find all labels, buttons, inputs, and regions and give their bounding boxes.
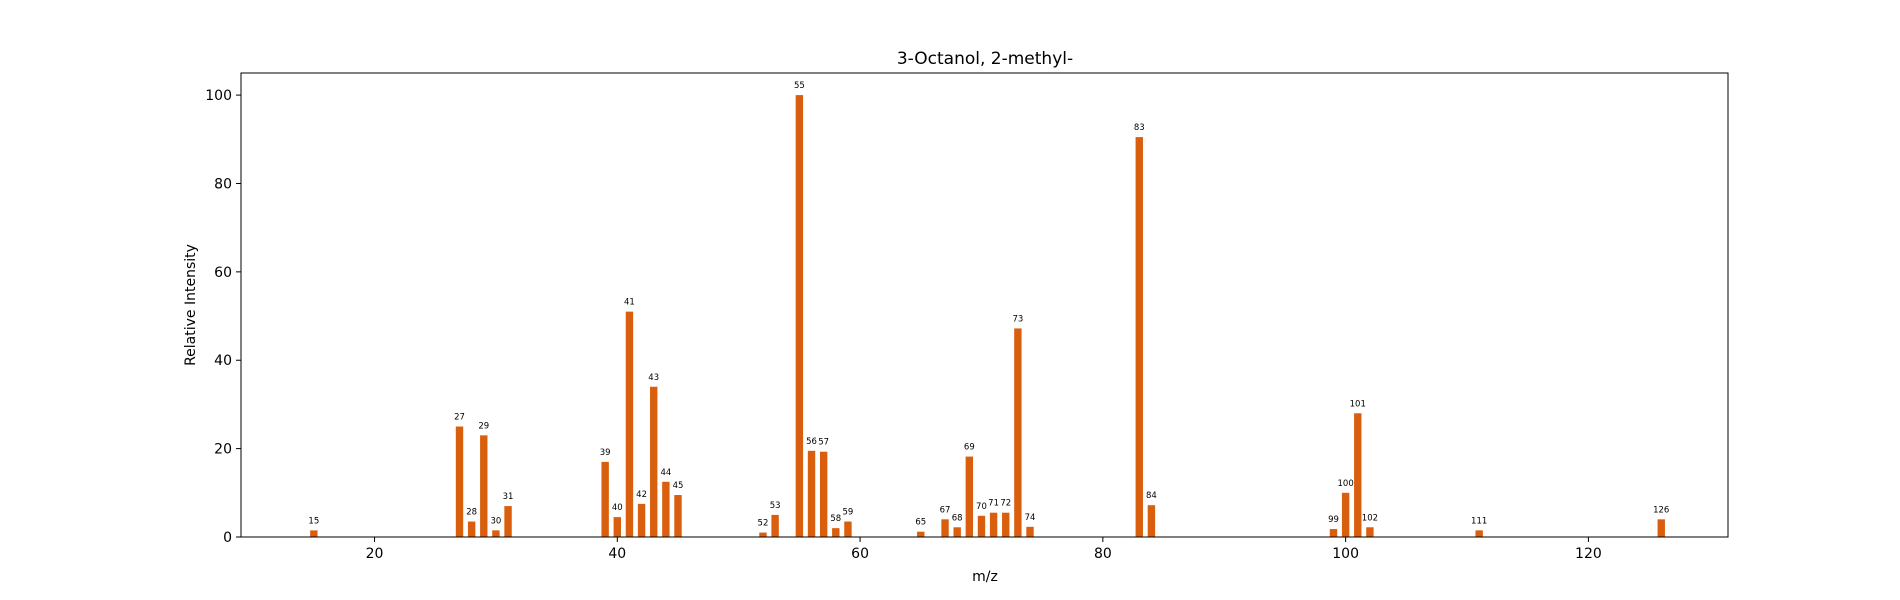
bar-label-mz-72: 72 bbox=[1000, 499, 1011, 509]
y-tick-label-40: 40 bbox=[214, 353, 232, 369]
bar-label-mz-15: 15 bbox=[308, 516, 319, 526]
bar-label-mz-111: 111 bbox=[1471, 516, 1487, 526]
bar-mz-57 bbox=[819, 451, 828, 537]
bar-mz-53 bbox=[771, 514, 779, 537]
bar-mz-71 bbox=[989, 512, 998, 537]
y-axis-label: Relative Intensity bbox=[183, 244, 199, 366]
y-tick-label-20: 20 bbox=[214, 442, 232, 458]
bar-mz-84 bbox=[1147, 505, 1156, 537]
bar-mz-31 bbox=[504, 506, 512, 537]
bar-label-mz-53: 53 bbox=[770, 501, 781, 511]
bar-mz-126 bbox=[1657, 519, 1665, 537]
bar-label-mz-45: 45 bbox=[673, 481, 684, 491]
bar-label-mz-73: 73 bbox=[1012, 314, 1023, 324]
x-tick-label-20: 20 bbox=[366, 546, 384, 562]
bar-label-mz-55: 55 bbox=[794, 81, 805, 91]
bar-label-mz-74: 74 bbox=[1025, 513, 1036, 523]
bar-mz-99 bbox=[1329, 529, 1338, 537]
bar-label-mz-67: 67 bbox=[940, 505, 951, 515]
bar-mz-67 bbox=[941, 519, 949, 537]
bar-label-mz-65: 65 bbox=[915, 518, 926, 528]
x-tick-label-60: 60 bbox=[851, 546, 869, 562]
x-axis-label: m/z bbox=[972, 569, 998, 585]
bar-label-mz-58: 58 bbox=[830, 514, 841, 524]
bar-mz-101 bbox=[1354, 413, 1362, 537]
bar-mz-56 bbox=[807, 450, 816, 537]
bar-mz-43 bbox=[650, 386, 658, 537]
x-axis-ticks: 20 40 60 80 100 120 bbox=[366, 537, 1602, 562]
bar-mz-70 bbox=[977, 515, 986, 537]
bar-label-mz-69: 69 bbox=[964, 443, 975, 453]
bar-label-mz-31: 31 bbox=[503, 492, 514, 502]
chart-title: 3-Octanol, 2-methyl- bbox=[897, 49, 1073, 69]
bar-label-mz-28: 28 bbox=[466, 508, 477, 518]
bar-label-mz-39: 39 bbox=[600, 448, 611, 458]
bar-label-mz-59: 59 bbox=[843, 508, 854, 518]
bar-label-mz-30: 30 bbox=[490, 516, 501, 526]
bar-mz-29 bbox=[480, 435, 488, 537]
y-tick-label-0: 0 bbox=[223, 530, 232, 546]
bar-mz-45 bbox=[674, 495, 682, 537]
bar-label-mz-41: 41 bbox=[624, 298, 635, 308]
bar-label-mz-70: 70 bbox=[976, 502, 987, 512]
bar-label-mz-100: 100 bbox=[1338, 479, 1354, 489]
bar-mz-15 bbox=[310, 530, 318, 537]
x-tick-label-40: 40 bbox=[608, 546, 626, 562]
bar-label-mz-56: 56 bbox=[806, 437, 817, 447]
bar-mz-28 bbox=[467, 521, 476, 537]
bar-mz-40 bbox=[613, 517, 621, 537]
x-tick-label-100: 100 bbox=[1332, 546, 1359, 562]
bar-mz-44 bbox=[662, 481, 670, 537]
bar-label-mz-52: 52 bbox=[758, 519, 769, 529]
bar-mz-72 bbox=[1002, 512, 1010, 537]
y-tick-label-80: 80 bbox=[214, 176, 232, 192]
bar-mz-58 bbox=[832, 528, 840, 537]
bar-mz-42 bbox=[637, 503, 646, 537]
bar-label-mz-99: 99 bbox=[1328, 515, 1339, 525]
bar-mz-55 bbox=[795, 95, 804, 537]
bar-mz-30 bbox=[492, 530, 500, 537]
bar-mz-52 bbox=[759, 532, 767, 537]
bar-label-mz-126: 126 bbox=[1653, 505, 1669, 515]
bar-mz-68 bbox=[953, 527, 961, 537]
y-tick-label-100: 100 bbox=[205, 88, 232, 104]
bar-label-mz-71: 71 bbox=[988, 499, 999, 509]
bars-group bbox=[310, 95, 1665, 537]
bar-label-mz-27: 27 bbox=[454, 413, 465, 423]
y-axis-ticks: 0 20 40 60 80 100 bbox=[205, 88, 241, 546]
bar-label-mz-42: 42 bbox=[636, 490, 647, 500]
bar-label-mz-43: 43 bbox=[648, 373, 659, 383]
bar-mz-27 bbox=[455, 426, 464, 537]
bar-label-mz-29: 29 bbox=[478, 421, 489, 431]
bar-mz-111 bbox=[1475, 530, 1483, 537]
bar-mz-74 bbox=[1026, 526, 1034, 537]
bar-label-mz-101: 101 bbox=[1350, 399, 1366, 409]
bar-mz-39 bbox=[601, 461, 609, 537]
bar-label-mz-57: 57 bbox=[818, 438, 829, 448]
bar-mz-69 bbox=[965, 456, 974, 537]
bar-label-mz-40: 40 bbox=[612, 503, 623, 513]
bar-label-mz-84: 84 bbox=[1146, 491, 1157, 501]
x-tick-label-80: 80 bbox=[1094, 546, 1112, 562]
bar-mz-83 bbox=[1135, 137, 1143, 537]
bar-label-mz-102: 102 bbox=[1362, 513, 1378, 523]
bar-mz-102 bbox=[1366, 527, 1374, 537]
bar-mz-100 bbox=[1341, 492, 1350, 537]
bar-mz-65 bbox=[917, 531, 925, 537]
bar-mz-73 bbox=[1014, 328, 1022, 537]
bar-mz-59 bbox=[844, 521, 852, 537]
bar-mz-41 bbox=[625, 311, 634, 537]
bar-label-mz-44: 44 bbox=[660, 468, 671, 478]
y-tick-label-60: 60 bbox=[214, 265, 232, 281]
bar-label-mz-68: 68 bbox=[952, 513, 963, 523]
x-tick-label-120: 120 bbox=[1575, 546, 1602, 562]
bar-label-mz-83: 83 bbox=[1134, 123, 1145, 133]
plot-frame bbox=[240, 72, 1729, 538]
